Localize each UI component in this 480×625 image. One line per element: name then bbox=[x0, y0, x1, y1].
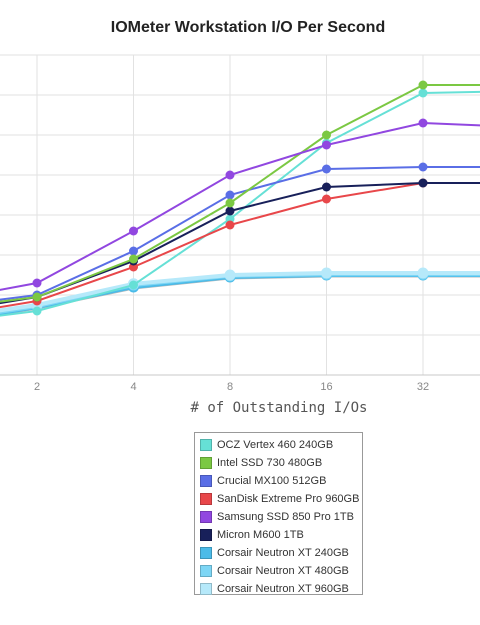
data-point bbox=[417, 267, 429, 279]
data-point bbox=[322, 182, 331, 192]
data-point bbox=[225, 206, 235, 216]
series-layer bbox=[0, 80, 480, 317]
legend-item[interactable]: Corsair Neutron XT 960GB bbox=[200, 580, 362, 598]
legend-item[interactable]: Samsung SSD 850 Pro 1TB bbox=[200, 508, 362, 526]
legend-label: Corsair Neutron XT 960GB bbox=[217, 583, 349, 595]
legend-swatch bbox=[200, 529, 212, 541]
legend-item[interactable]: OCZ Vertex 460 240GB bbox=[200, 436, 362, 454]
data-point bbox=[322, 140, 331, 150]
series-5 bbox=[0, 178, 480, 305]
x-tick-label: 2 bbox=[34, 381, 40, 393]
line-chart: 2 4 8 16 32 bbox=[0, 54, 480, 393]
legend-item[interactable]: Intel SSD 730 480GB bbox=[200, 454, 362, 472]
series-0 bbox=[0, 88, 480, 317]
data-point bbox=[322, 130, 331, 140]
data-point bbox=[129, 254, 138, 264]
legend-item[interactable]: Micron M600 1TB bbox=[200, 526, 362, 544]
data-point bbox=[129, 246, 138, 256]
legend-label: SanDisk Extreme Pro 960GB bbox=[217, 493, 360, 505]
legend-swatch bbox=[200, 547, 212, 559]
x-tick-label: 8 bbox=[227, 381, 233, 393]
legend-swatch bbox=[200, 457, 212, 469]
x-tick-label: 32 bbox=[417, 381, 429, 393]
legend-label: Micron M600 1TB bbox=[217, 529, 304, 541]
series-line bbox=[0, 182, 480, 305]
legend-label: OCZ Vertex 460 240GB bbox=[217, 439, 334, 451]
legend-swatch bbox=[200, 493, 212, 505]
data-point bbox=[32, 278, 42, 288]
data-point bbox=[418, 178, 428, 188]
data-point bbox=[418, 162, 428, 172]
legend-label: Samsung SSD 850 Pro 1TB bbox=[217, 511, 354, 523]
data-point bbox=[224, 269, 236, 281]
legend-item[interactable]: SanDisk Extreme Pro 960GB bbox=[200, 490, 362, 508]
grid bbox=[0, 54, 480, 376]
series-4 bbox=[0, 118, 480, 291]
chart-title: IOMeter Workstation I/O Per Second bbox=[110, 19, 386, 36]
data-point bbox=[225, 198, 235, 208]
series-line bbox=[0, 166, 480, 301]
series-1 bbox=[0, 80, 480, 303]
legend-label: Intel SSD 730 480GB bbox=[217, 457, 323, 469]
x-axis-ticks: 2 4 8 16 32 bbox=[34, 381, 429, 393]
data-point bbox=[32, 306, 42, 316]
legend-swatch bbox=[200, 565, 212, 577]
data-point bbox=[418, 80, 428, 90]
data-point bbox=[32, 292, 42, 302]
legend-swatch bbox=[200, 439, 212, 451]
legend-swatch bbox=[200, 511, 212, 523]
data-point bbox=[322, 194, 331, 204]
legend-label: Crucial MX100 512GB bbox=[217, 475, 327, 487]
legend-item[interactable]: Crucial MX100 512GB bbox=[200, 472, 362, 490]
data-point bbox=[418, 88, 428, 98]
data-point bbox=[129, 226, 138, 236]
data-point bbox=[418, 118, 428, 128]
data-point bbox=[225, 220, 235, 230]
legend-swatch bbox=[200, 475, 212, 487]
legend-label: Corsair Neutron XT 240GB bbox=[217, 547, 349, 559]
data-point bbox=[225, 170, 235, 180]
legend-label: Corsair Neutron XT 480GB bbox=[217, 565, 349, 577]
x-tick-label: 16 bbox=[320, 381, 332, 393]
x-axis-label: # of Outstanding I/Os bbox=[190, 400, 368, 416]
data-point bbox=[129, 280, 138, 290]
legend: OCZ Vertex 460 240GB Intel SSD 730 480GB C… bbox=[194, 432, 363, 595]
data-point bbox=[225, 190, 235, 200]
legend-item[interactable]: Corsair Neutron XT 480GB bbox=[200, 562, 362, 580]
data-point bbox=[321, 267, 332, 279]
legend-item[interactable]: Corsair Neutron XT 240GB bbox=[200, 544, 362, 562]
legend-swatch bbox=[200, 583, 212, 595]
x-tick-label: 4 bbox=[130, 381, 136, 393]
data-point bbox=[322, 164, 331, 174]
